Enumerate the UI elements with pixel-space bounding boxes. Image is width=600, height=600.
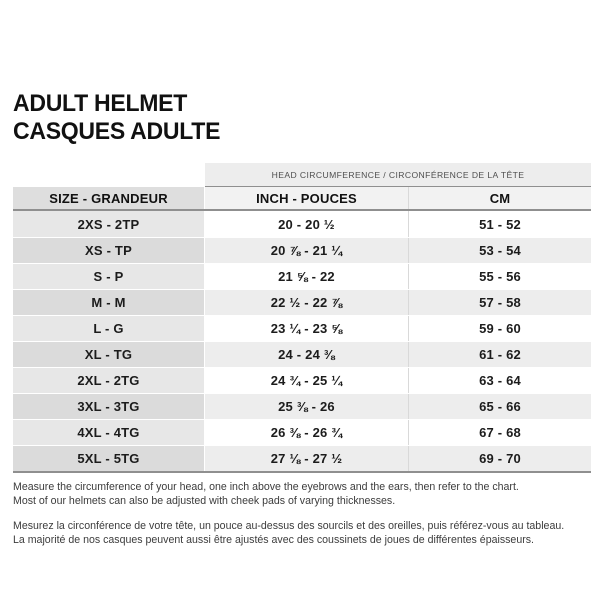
cm-cell: 63 - 64	[409, 368, 591, 393]
cm-cell: 59 - 60	[409, 316, 591, 341]
table-band-row: HEAD CIRCUMFERENCE / CIRCONFÉRENCE DE LA…	[13, 163, 591, 187]
instructions-fr-line1: Mesurez la circonférence de votre tête, …	[13, 520, 565, 532]
table-row: 2XL - 2TG 24 ¾ - 25 ¼ 63 - 64	[13, 367, 591, 393]
table-row: 2XS - 2TP 20 - 20 ½ 51 - 52	[13, 211, 591, 237]
instructions-en-line2: Most of our helmets can also be adjusted…	[13, 494, 396, 507]
page-title-en: ADULT HELMET	[13, 90, 188, 117]
band-spacer	[13, 163, 205, 187]
inch-cell: 26 ⅜ - 26 ¾	[205, 420, 409, 445]
size-cell: 5XL - 5TG	[13, 446, 205, 471]
cm-cell: 69 - 70	[409, 446, 591, 471]
instructions-en-line1: Measure the circumference of your head, …	[13, 481, 519, 493]
size-cell: M - M	[13, 290, 205, 315]
size-cell: 4XL - 4TG	[13, 420, 205, 445]
cm-cell: 61 - 62	[409, 342, 591, 367]
instructions-english: Measure the circumference of your head, …	[13, 481, 587, 508]
cm-cell: 51 - 52	[409, 211, 591, 237]
size-cell: 2XS - 2TP	[13, 211, 205, 237]
table-row: 5XL - 5TG 27 ⅛ - 27 ½ 69 - 70	[13, 445, 591, 471]
cm-cell: 57 - 58	[409, 290, 591, 315]
size-cell: L - G	[13, 316, 205, 341]
inch-cell: 24 ¾ - 25 ¼	[205, 368, 409, 393]
page-title-fr: CASQUES ADULTE	[13, 118, 221, 145]
inch-cell: 21 ⅝ - 22	[205, 264, 409, 289]
column-header-cm: CM	[409, 187, 591, 209]
table-row: M - M 22 ½ - 22 ⅞ 57 - 58	[13, 289, 591, 315]
inch-cell: 22 ½ - 22 ⅞	[205, 290, 409, 315]
inch-cell: 27 ⅛ - 27 ½	[205, 446, 409, 471]
size-chart-table: HEAD CIRCUMFERENCE / CIRCONFÉRENCE DE LA…	[13, 163, 591, 473]
table-row: 3XL - 3TG 25 ⅜ - 26 65 - 66	[13, 393, 591, 419]
instructions-fr-line2: La majorité de nos casques peuvent aussi…	[13, 533, 534, 546]
size-cell: XS - TP	[13, 238, 205, 263]
size-cell: S - P	[13, 264, 205, 289]
table-row: S - P 21 ⅝ - 22 55 - 56	[13, 263, 591, 289]
cm-cell: 65 - 66	[409, 394, 591, 419]
table-row: XL - TG 24 - 24 ⅜ 61 - 62	[13, 341, 591, 367]
inch-cell: 25 ⅜ - 26	[205, 394, 409, 419]
inch-cell: 24 - 24 ⅜	[205, 342, 409, 367]
size-cell: 3XL - 3TG	[13, 394, 205, 419]
inch-cell: 20 - 20 ½	[205, 211, 409, 237]
table-row: XS - TP 20 ⅞ - 21 ¼ 53 - 54	[13, 237, 591, 263]
instructions-french: Mesurez la circonférence de votre tête, …	[13, 520, 587, 547]
inch-cell: 20 ⅞ - 21 ¼	[205, 238, 409, 263]
inch-cell: 23 ¼ - 23 ⅝	[205, 316, 409, 341]
column-header-size: SIZE - GRANDEUR	[13, 187, 205, 209]
table-row: L - G 23 ¼ - 23 ⅝ 59 - 60	[13, 315, 591, 341]
band-header-head-circumference: HEAD CIRCUMFERENCE / CIRCONFÉRENCE DE LA…	[205, 163, 591, 187]
cm-cell: 55 - 56	[409, 264, 591, 289]
table-row: 4XL - 4TG 26 ⅜ - 26 ¾ 67 - 68	[13, 419, 591, 445]
column-header-inch: INCH - POUCES	[205, 187, 409, 209]
size-cell: 2XL - 2TG	[13, 368, 205, 393]
cm-cell: 53 - 54	[409, 238, 591, 263]
table-body: 2XS - 2TP 20 - 20 ½ 51 - 52 XS - TP 20 ⅞…	[13, 211, 591, 473]
measurement-instructions: Measure the circumference of your head, …	[13, 481, 587, 547]
page-title: ADULT HELMET CASQUES ADULTE	[13, 90, 600, 146]
cm-cell: 67 - 68	[409, 420, 591, 445]
size-cell: XL - TG	[13, 342, 205, 367]
table-header-row: SIZE - GRANDEUR INCH - POUCES CM	[13, 187, 591, 211]
